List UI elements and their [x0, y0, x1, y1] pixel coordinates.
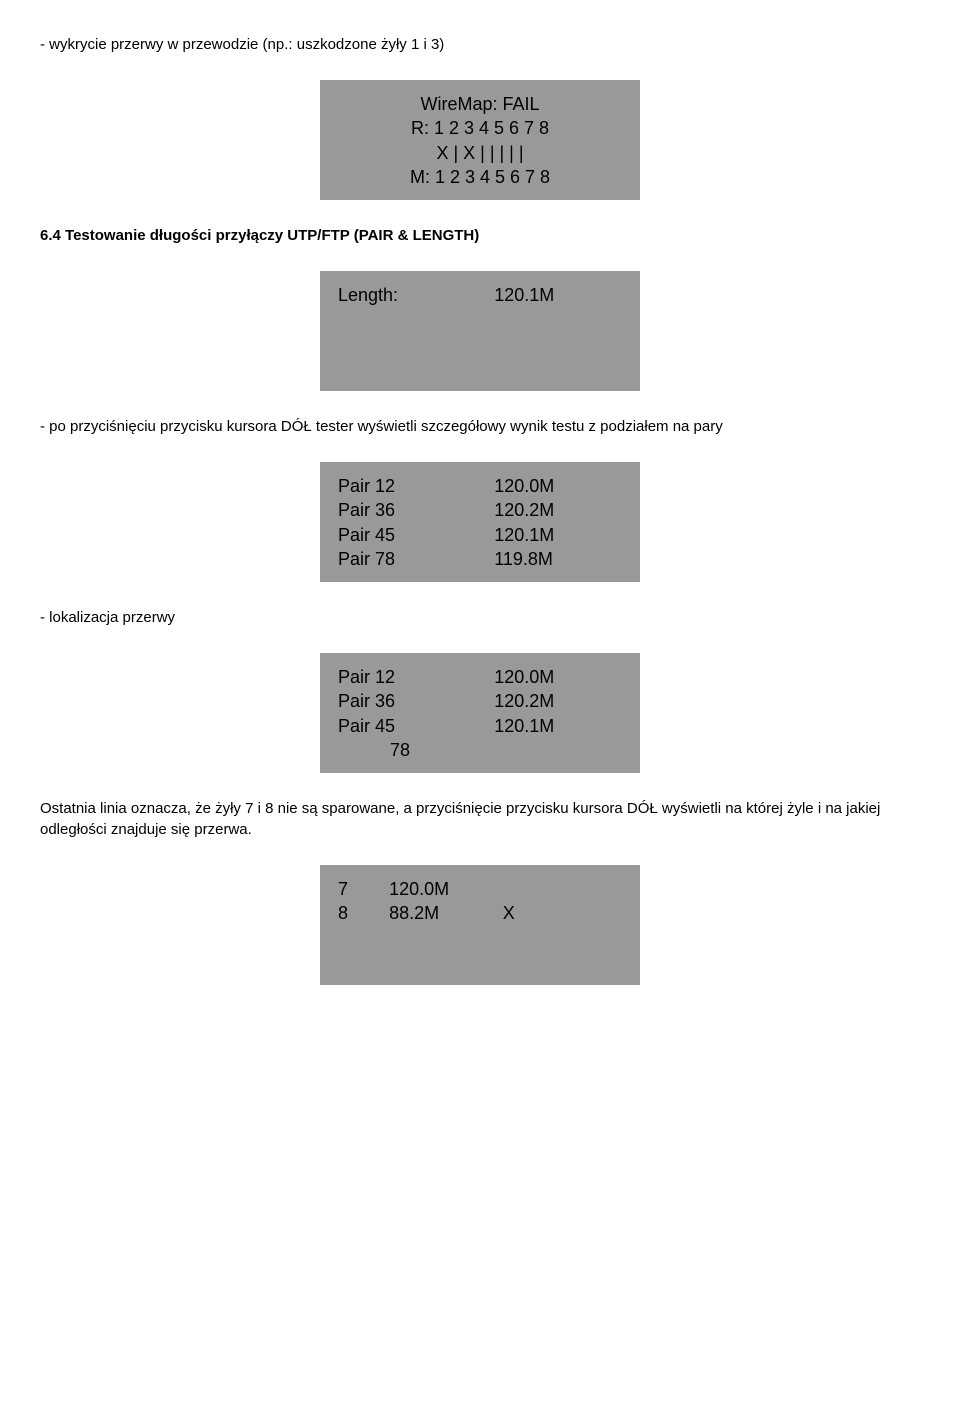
- pair-row: Pair 36 120.2M: [338, 689, 622, 713]
- pair-value: 120.2M: [494, 498, 622, 522]
- pair-value: 120.1M: [494, 714, 622, 738]
- wire-row: 7 120.0M: [338, 877, 622, 901]
- wire-num: 7: [338, 877, 389, 901]
- wiremap-line4: M: 1 2 3 4 5 6 7 8: [410, 165, 550, 189]
- pair-label: Pair 45: [338, 523, 494, 547]
- pair-value: 120.1M: [494, 523, 622, 547]
- wire-len: 120.0M: [389, 877, 503, 901]
- intro-text: - wykrycie przerwy w przewodzie (np.: us…: [40, 34, 920, 55]
- pair-row-unpaired: 78: [338, 738, 622, 762]
- pair-value: 119.8M: [494, 547, 622, 571]
- pair-row: Pair 12 120.0M: [338, 665, 622, 689]
- pair-label: Pair 78: [338, 547, 494, 571]
- mid-text: - po przyciśnięciu przycisku kursora DÓŁ…: [40, 416, 920, 437]
- display-wiremap-fail: WireMap: FAIL R: 1 2 3 4 5 6 7 8 X | X |…: [320, 80, 640, 200]
- length-value: 120.1M: [494, 283, 622, 307]
- pair-row: Pair 45 120.1M: [338, 523, 622, 547]
- pair-row: Pair 45 120.1M: [338, 714, 622, 738]
- display-pairs-all: Pair 12 120.0M Pair 36 120.2M Pair 45 12…: [320, 462, 640, 582]
- pair-value-empty: [518, 738, 622, 762]
- wiremap-line1: WireMap: FAIL: [420, 92, 539, 116]
- pair-label: Pair 36: [338, 689, 494, 713]
- pair-label: Pair 12: [338, 474, 494, 498]
- wire-row: 8 88.2M X: [338, 901, 622, 925]
- display-wire-break: 7 120.0M 8 88.2M X: [320, 865, 640, 985]
- pair-label: Pair 45: [338, 714, 494, 738]
- wire-num: 8: [338, 901, 389, 925]
- wiremap-line3: X | X | | | | |: [436, 141, 523, 165]
- pair-value: 120.0M: [494, 665, 622, 689]
- pair-row: Pair 36 120.2M: [338, 498, 622, 522]
- section-title: 6.4 Testowanie długości przyłączy UTP/FT…: [40, 225, 920, 246]
- length-label: Length:: [338, 283, 494, 307]
- loc-text: - lokalizacja przerwy: [40, 607, 920, 628]
- pair-label: Pair 12: [338, 665, 494, 689]
- pair-value: 120.0M: [494, 474, 622, 498]
- wiremap-line2: R: 1 2 3 4 5 6 7 8: [411, 116, 549, 140]
- outro-text: Ostatnia linia oznacza, że żyły 7 i 8 ni…: [40, 798, 920, 840]
- wire-x: [503, 877, 560, 901]
- display-length: Length: 120.1M: [320, 271, 640, 391]
- display-pairs-break: Pair 12 120.0M Pair 36 120.2M Pair 45 12…: [320, 653, 640, 773]
- pair-value: 120.2M: [494, 689, 622, 713]
- wire-len: 88.2M: [389, 901, 503, 925]
- pair-row: Pair 12 120.0M: [338, 474, 622, 498]
- wire-x: X: [503, 901, 560, 925]
- pair-row: Pair 78 119.8M: [338, 547, 622, 571]
- pair-label-unpaired: 78: [338, 738, 518, 762]
- pair-label: Pair 36: [338, 498, 494, 522]
